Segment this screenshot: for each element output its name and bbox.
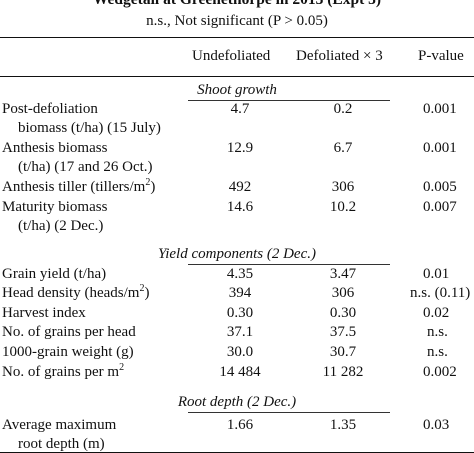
cell-defoliated: 10.2: [329, 199, 357, 215]
cell-undefoliated: 0.30: [226, 305, 254, 321]
cell-undefoliated: 1.66: [226, 417, 254, 433]
top-rule: [0, 37, 474, 39]
cell-pvalue: n.s.: [427, 324, 448, 340]
row-label-cont: root depth (m): [18, 436, 105, 452]
row-label-text: Anthesis tiller (tillers/m: [2, 179, 146, 195]
cell-defoliated: 37.5: [329, 324, 357, 340]
row-label-text: No. of grains per m: [2, 364, 120, 380]
section-underline: [188, 264, 390, 265]
cell-defoliated: 0.2: [333, 101, 353, 117]
section-underline: [188, 412, 390, 413]
row-label: Head density (heads/m2): [2, 284, 149, 302]
section-heading-root-depth: Root depth (2 Dec.): [177, 394, 297, 410]
row-label: Grain yield (t/ha): [2, 266, 107, 282]
cell-pvalue: 0.007: [423, 199, 457, 215]
cell-undefoliated: 492: [228, 179, 252, 195]
cell-defoliated: 6.7: [333, 140, 353, 156]
row-label: Anthesis biomass: [2, 140, 108, 156]
cell-pvalue: 0.001: [423, 140, 457, 156]
cell-defoliated: 0.30: [329, 305, 357, 321]
table-title: Wedgetail at Greenethorpe in 2013 (Expt …: [0, 0, 474, 9]
cell-pvalue: n.s.: [427, 344, 448, 360]
row-label: Anthesis tiller (tillers/m2): [2, 178, 155, 196]
row-label: No. of grains per head: [2, 324, 136, 340]
cell-pvalue: 0.01: [423, 266, 450, 282]
section-heading-yield-components: Yield components (2 Dec.): [157, 246, 316, 262]
section-heading-shoot-growth: Shoot growth: [197, 82, 277, 98]
cell-defoliated: 30.7: [329, 344, 357, 360]
cell-pvalue: 0.03: [423, 417, 450, 433]
row-label-text: Head density (heads/m: [2, 285, 140, 301]
superscript: 2: [139, 283, 145, 294]
row-label: Average maximum: [2, 417, 117, 433]
row-label-end: ): [150, 179, 156, 195]
cell-undefoliated: 30.0: [226, 344, 254, 360]
row-label-end: ): [144, 285, 150, 301]
cell-pvalue: 0.02: [423, 305, 450, 321]
cell-undefoliated: 12.9: [226, 140, 254, 156]
superscript: 2: [145, 177, 151, 188]
cell-undefoliated: 14.6: [226, 199, 254, 215]
cell-pvalue: 0.001: [423, 101, 457, 117]
column-header-pvalue: P-value: [418, 48, 464, 64]
row-label-cont: biomass (t/ha) (15 July): [18, 120, 161, 136]
table-subtitle: n.s., Not significant (P > 0.05): [146, 13, 328, 29]
cell-pvalue: 0.002: [423, 364, 457, 380]
cell-defoliated: 3.47: [329, 266, 357, 282]
cell-undefoliated: 37.1: [226, 324, 254, 340]
cell-undefoliated: 394: [228, 285, 252, 301]
cell-undefoliated: 4.35: [226, 266, 254, 282]
header-rule: [0, 76, 474, 77]
cell-pvalue: n.s. (0.11): [410, 285, 471, 301]
column-header-undefoliated: Undefoliated: [192, 48, 271, 64]
superscript: 2: [119, 362, 125, 373]
row-label: Post-defoliation: [2, 101, 98, 117]
row-label-cont: (t/ha) (2 Dec.): [18, 218, 104, 234]
cell-undefoliated: 14 484: [219, 364, 261, 380]
row-label: Maturity biomass: [2, 199, 108, 215]
row-label: Harvest index: [2, 305, 86, 321]
cell-undefoliated: 4.7: [230, 101, 250, 117]
row-label: 1000-grain weight (g): [2, 344, 134, 360]
row-label: No. of grains per m2: [2, 363, 124, 381]
section-underline: [188, 100, 390, 101]
cell-defoliated: 306: [331, 179, 355, 195]
cell-defoliated: 11 282: [322, 364, 364, 380]
cell-defoliated: 1.35: [329, 417, 357, 433]
cell-defoliated: 306: [331, 285, 355, 301]
cell-pvalue: 0.005: [423, 179, 457, 195]
column-header-defoliated: Defoliated × 3: [296, 48, 383, 64]
row-label-cont: (t/ha) (17 and 26 Oct.): [18, 159, 153, 175]
